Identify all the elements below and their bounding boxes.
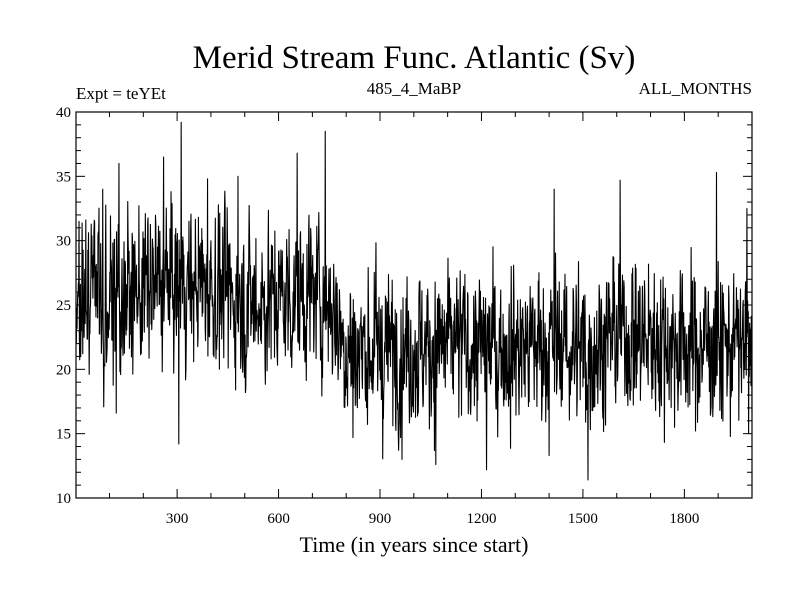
x-axis-label: Time (in years since start) <box>300 532 529 557</box>
months-label: ALL_MONTHS <box>639 79 752 98</box>
x-tick-label: 600 <box>267 511 290 527</box>
x-tick-label: 1800 <box>669 511 699 527</box>
y-tick-label: 10 <box>56 491 71 507</box>
y-tick-label: 30 <box>56 234 71 250</box>
y-tick-label: 35 <box>56 169 71 185</box>
y-tick-label: 15 <box>56 427 71 443</box>
experiment-label: Expt = teYEt <box>76 84 166 103</box>
series-line <box>75 121 753 481</box>
y-tick-label: 40 <box>56 105 71 121</box>
y-tick-label: 20 <box>56 362 71 378</box>
chart-title: Merid Stream Func. Atlantic (Sv) <box>193 40 636 76</box>
y-tick-label: 25 <box>56 298 71 314</box>
period-label: 485_4_MaBP <box>367 79 461 98</box>
tick-group: 10 15 20 25 30 35 40 300 600 900 1200 1500 1800 <box>56 105 752 527</box>
x-tick-label: 300 <box>166 511 189 527</box>
series-group <box>75 121 753 481</box>
x-tick-label: 1200 <box>466 511 496 527</box>
x-tick-label: 1500 <box>568 511 598 527</box>
x-tick-label: 900 <box>369 511 392 527</box>
